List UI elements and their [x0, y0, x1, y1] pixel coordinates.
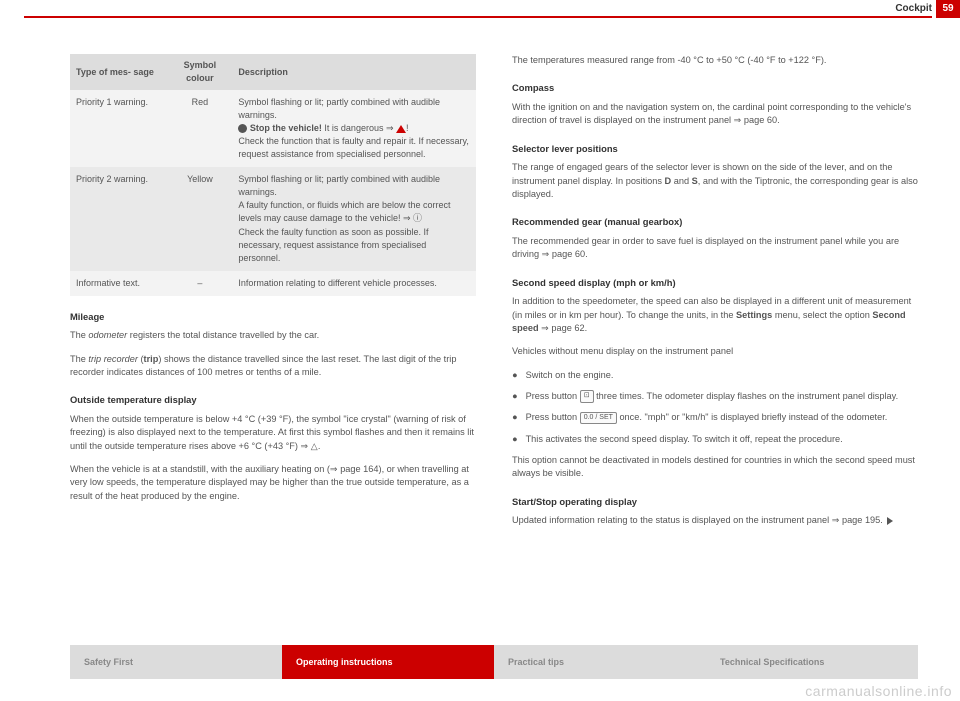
th-type: Type of mes- sage — [70, 54, 167, 90]
paragraph: The trip recorder (trip) shows the dista… — [70, 353, 476, 380]
paragraph: Vehicles without menu display on the ins… — [512, 345, 918, 358]
button-icon: 0.0 / SET — [580, 412, 617, 424]
heading-temp: Outside temperature display — [70, 393, 476, 407]
tab-safety[interactable]: Safety First — [70, 645, 282, 679]
warning-table: Type of mes- sage Symbol colour Descript… — [70, 54, 476, 296]
stop-icon — [238, 124, 247, 133]
paragraph: When the vehicle is at a standstill, wit… — [70, 463, 476, 503]
paragraph: The range of engaged gears of the select… — [512, 161, 918, 201]
page-header: Cockpit — [895, 0, 932, 14]
paragraph: The recommended gear in order to save fu… — [512, 235, 918, 262]
paragraph: The odometer registers the total distanc… — [70, 329, 476, 342]
paragraph: The temperatures measured range from -40… — [512, 54, 918, 67]
cell-colour: – — [167, 271, 232, 296]
cell-desc: Symbol flashing or lit; partly combined … — [232, 90, 476, 167]
heading-mileage: Mileage — [70, 310, 476, 324]
right-column: The temperatures measured range from -40… — [512, 54, 918, 538]
warning-icon — [396, 125, 406, 133]
footer-tabs: Safety First Operating instructions Prac… — [70, 645, 918, 679]
section-title: Cockpit — [895, 3, 932, 14]
paragraph: Updated information relating to the stat… — [512, 514, 918, 527]
paragraph: This option cannot be deactivated in mod… — [512, 454, 918, 481]
cell-type: Informative text. — [70, 271, 167, 296]
heading-second-speed: Second speed display (mph or km/h) — [512, 276, 918, 290]
list-item: ●Press button 0.0 / SET once. "mph" or "… — [512, 411, 918, 424]
th-colour: Symbol colour — [167, 54, 232, 90]
list-item: ●Switch on the engine. — [512, 369, 918, 382]
tab-operating[interactable]: Operating instructions — [282, 645, 494, 679]
paragraph: In addition to the speedometer, the spee… — [512, 295, 918, 335]
watermark: carmanualsonline.info — [805, 683, 952, 699]
table-row: Informative text. – Information relating… — [70, 271, 476, 296]
heading-selector: Selector lever positions — [512, 142, 918, 156]
header-divider — [24, 16, 932, 18]
heading-startstop: Start/Stop operating display — [512, 495, 918, 509]
cell-colour: Yellow — [167, 167, 232, 270]
table-row: Priority 2 warning. Yellow Symbol flashi… — [70, 167, 476, 270]
cell-desc: Information relating to different vehicl… — [232, 271, 476, 296]
heading-compass: Compass — [512, 81, 918, 95]
cell-type: Priority 2 warning. — [70, 167, 167, 270]
continue-icon — [887, 517, 893, 525]
tab-tips[interactable]: Practical tips — [494, 645, 706, 679]
list-item: ●Press button ⊡ three times. The odomete… — [512, 390, 918, 403]
tab-specs[interactable]: Technical Specifications — [706, 645, 918, 679]
cell-desc: Symbol flashing or lit; partly combined … — [232, 167, 476, 270]
paragraph: With the ignition on and the navigation … — [512, 101, 918, 128]
left-column: Type of mes- sage Symbol colour Descript… — [70, 54, 476, 538]
paragraph: When the outside temperature is below +4… — [70, 413, 476, 453]
list-item: ●This activates the second speed display… — [512, 433, 918, 446]
cell-colour: Red — [167, 90, 232, 167]
th-desc: Description — [232, 54, 476, 90]
cell-type: Priority 1 warning. — [70, 90, 167, 167]
page-number: 59 — [936, 0, 960, 18]
page-content: Type of mes- sage Symbol colour Descript… — [70, 54, 918, 538]
button-icon: ⊡ — [580, 390, 594, 402]
heading-gear: Recommended gear (manual gearbox) — [512, 215, 918, 229]
table-row: Priority 1 warning. Red Symbol flashing … — [70, 90, 476, 167]
